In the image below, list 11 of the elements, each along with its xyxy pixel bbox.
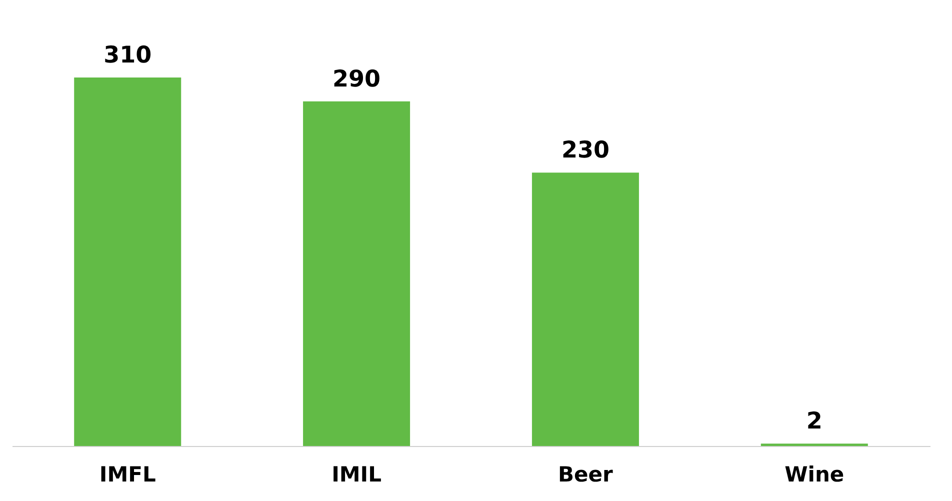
- data-label: 2: [806, 408, 822, 435]
- bar: [303, 101, 410, 446]
- x-tick-label: IMFL: [99, 462, 156, 486]
- bar: [74, 78, 182, 446]
- data-label: 290: [332, 66, 381, 92]
- x-tick-label: IMIL: [332, 462, 382, 486]
- x-tick-label: Wine: [784, 462, 844, 486]
- data-label: 310: [104, 42, 152, 69]
- data-label: 230: [561, 138, 610, 164]
- bar: [532, 172, 639, 446]
- x-tick-label: Beer: [558, 462, 614, 486]
